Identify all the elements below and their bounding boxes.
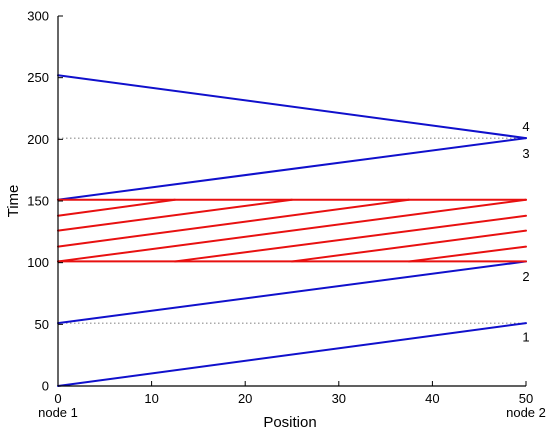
x-tick-label-1: 10 xyxy=(144,391,158,406)
series-0-segment-2 xyxy=(57,137,527,201)
labels: Position Time node 1 node 2 1 2 3 4 xyxy=(5,119,546,431)
annotation-1: 1 xyxy=(522,330,529,345)
y-tick-label-1: 50 xyxy=(35,317,49,332)
series-1-segment-2 xyxy=(57,198,527,263)
y-tick-label-6: 300 xyxy=(27,9,49,24)
series-1-segment-3 xyxy=(174,214,527,263)
y-tick-label-0: 0 xyxy=(42,379,49,394)
node-label-1: node 1 xyxy=(38,405,78,420)
annotation-4: 4 xyxy=(522,119,529,134)
y-axis-title: Time xyxy=(5,185,22,218)
node-label-2: node 2 xyxy=(506,405,546,420)
y-tick-label-3: 150 xyxy=(27,194,49,209)
y-tick-label-2: 100 xyxy=(27,255,49,270)
x-tick-label-4: 40 xyxy=(425,391,439,406)
series-0-segment-0 xyxy=(57,322,527,387)
series-1-segment-4 xyxy=(291,229,527,263)
x-tick-label-3: 30 xyxy=(332,391,346,406)
series-1-segment-6 xyxy=(57,198,410,248)
y-tick-label-5: 250 xyxy=(27,70,49,85)
series-1-segment-8 xyxy=(57,198,176,217)
series-0-segment-1 xyxy=(57,260,527,325)
x-axis-title: Position xyxy=(263,414,316,431)
annotation-2: 2 xyxy=(522,269,529,284)
series-0-segment-3 xyxy=(57,74,527,140)
axes: 0 50 100 150 200 250 300 0 10 20 30 40 50 xyxy=(27,9,533,407)
annotation-3: 3 xyxy=(522,146,529,161)
plot-area xyxy=(57,74,527,387)
series-1-segment-7 xyxy=(57,198,293,232)
series-1-segment-5 xyxy=(408,245,527,263)
x-tick-label-5: 50 xyxy=(519,391,533,406)
y-tick-label-4: 200 xyxy=(27,132,49,147)
x-tick-label-2: 20 xyxy=(238,391,252,406)
x-tick-label-0: 0 xyxy=(54,391,61,406)
